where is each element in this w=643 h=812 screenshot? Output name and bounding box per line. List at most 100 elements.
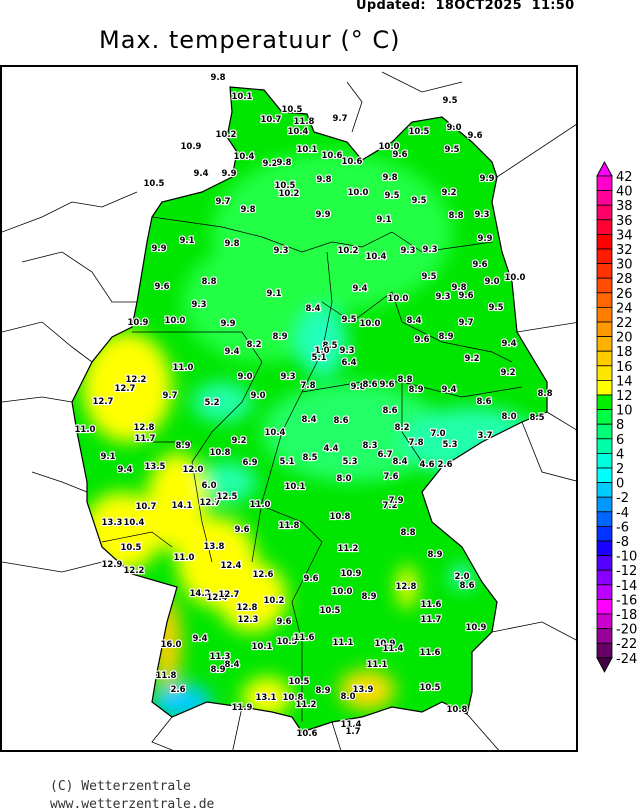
station-value: 9.9 [151, 244, 166, 254]
station-value: 4.4 [323, 444, 338, 454]
station-value: 10.9 [341, 569, 362, 579]
station-value: 9.2 [441, 188, 456, 198]
colorbar-label: 10 [616, 404, 633, 419]
colorbar-swatch [596, 292, 613, 308]
station-value: 9.7 [332, 114, 347, 124]
station-value: 9.3 [422, 245, 437, 255]
station-value: 10.4 [288, 127, 309, 137]
station-value: 8.9 [315, 686, 330, 696]
colorbar-swatch [596, 409, 613, 425]
colorbar-swatch [596, 613, 613, 630]
station-value: 10.8 [283, 693, 304, 703]
station-value: 11.6 [421, 600, 442, 610]
map-panel: 9.8 10.1 10.5 10.7 11.8 9.7 10.4 10.2 10.9 10.1 10… [0, 65, 578, 752]
station-value: 8.9 [272, 332, 287, 342]
colorbar-legend: 424038363432302826242220181614121086420-… [596, 160, 637, 673]
colorbar-label: -24 [616, 652, 637, 667]
station-value: 9.8 [240, 205, 255, 215]
station-value: 11.0 [250, 500, 271, 510]
colorbar-swatch [596, 379, 613, 396]
station-value: 9.8 [350, 382, 365, 392]
station-value: 6.4 [341, 358, 356, 368]
station-value: 10.7 [261, 115, 282, 125]
station-value: 7.6 [383, 472, 398, 482]
station-value: 11.9 [232, 703, 253, 713]
colorbar-swatch [596, 277, 613, 294]
colorbar-swatch [596, 628, 613, 644]
station-value: 9.5 [444, 145, 459, 155]
station-value: 13.8 [204, 542, 225, 552]
station-value: 8.8 [201, 277, 216, 287]
colorbar-swatch [596, 306, 613, 323]
website-link[interactable]: www.wetterzentrale.de [50, 797, 215, 812]
colorbar-label: -8 [616, 535, 629, 550]
station-value: 10.9 [375, 639, 396, 649]
station-value: 8.2 [246, 340, 261, 350]
station-value: 9.1 [376, 215, 391, 225]
colorbar-swatch [596, 336, 613, 352]
station-value: 10.0 [379, 142, 400, 152]
colorbar-label: 22 [616, 316, 633, 331]
station-value: 8.5 [322, 341, 337, 351]
station-value: 9.2 [464, 354, 479, 364]
state-borders [101, 216, 523, 722]
station-value: 9.8 [224, 239, 239, 249]
station-value: 10.9 [181, 142, 202, 152]
station-value: 8.8 [400, 528, 415, 538]
colorbar-swatch [596, 204, 613, 221]
station-value: 8.5 [302, 453, 317, 463]
station-value: 12.7 [115, 384, 136, 394]
colorbar-label: 20 [616, 331, 633, 346]
station-value: 10.2 [216, 130, 237, 140]
station-value: 11.8 [279, 521, 300, 531]
station-value: 13.3 [102, 518, 123, 528]
station-value: 11.7 [135, 434, 156, 444]
station-value: 10.5 [282, 105, 303, 115]
copyright-text: (C) Wetterzentrale [50, 779, 191, 794]
colorbar-swatch [596, 598, 613, 615]
station-value: 10.5 [420, 683, 441, 693]
colorbar-swatch [596, 394, 613, 411]
station-value: 2.6 [437, 460, 452, 470]
station-value: 8.0 [501, 412, 516, 422]
station-value: 11.0 [174, 553, 195, 563]
colorbar-label: 24 [616, 301, 633, 316]
station-value: 10.0 [348, 188, 369, 198]
colorbar-min-arrow [596, 657, 613, 673]
colorbar-swatch [596, 511, 613, 527]
station-value: 10.5 [275, 181, 296, 191]
station-value: 9.0 [446, 123, 461, 133]
station-value: 9.4 [117, 465, 132, 475]
station-value: 7.9 [388, 496, 403, 506]
station-value: 8.9 [210, 665, 225, 675]
neighbor-borders [2, 71, 576, 750]
station-value: 9.8 [316, 175, 331, 185]
colorbar-swatch [596, 423, 613, 440]
station-value: 9.2 [500, 368, 515, 378]
colorbar-swatch [596, 642, 613, 659]
colorbar-swatch [596, 219, 613, 235]
station-value: 11.4 [341, 720, 362, 730]
colorbar-label: 6 [616, 433, 624, 448]
colorbar-label: 34 [616, 228, 633, 243]
station-value: 5.1 [311, 353, 326, 363]
station-value: 13.5 [145, 462, 166, 472]
station-value: 9.6 [276, 617, 291, 627]
station-value: 13.1 [256, 693, 277, 703]
station-value: 9.6 [154, 282, 169, 292]
station-value: 8.6 [382, 406, 397, 416]
station-value: 11.1 [367, 660, 388, 670]
station-value: 11.4 [383, 644, 404, 654]
station-value: 10.4 [265, 428, 286, 438]
station-labels: 9.810.110.510.7 11.8 9.710.410.210.9 10.110… [73, 72, 553, 740]
station-value: 5.3 [442, 440, 457, 450]
colorbar-label: 0 [616, 477, 624, 492]
station-value: 9.5 [341, 315, 356, 325]
station-value: 12.2 [126, 375, 147, 385]
station-value: 10.5 [121, 543, 142, 553]
station-value: 10.2 [264, 596, 285, 606]
station-value: 8.9 [427, 550, 442, 560]
station-value: 12.6 [253, 570, 274, 580]
colorbar-label: -14 [616, 579, 637, 594]
station-value: 10.8 [210, 448, 231, 458]
